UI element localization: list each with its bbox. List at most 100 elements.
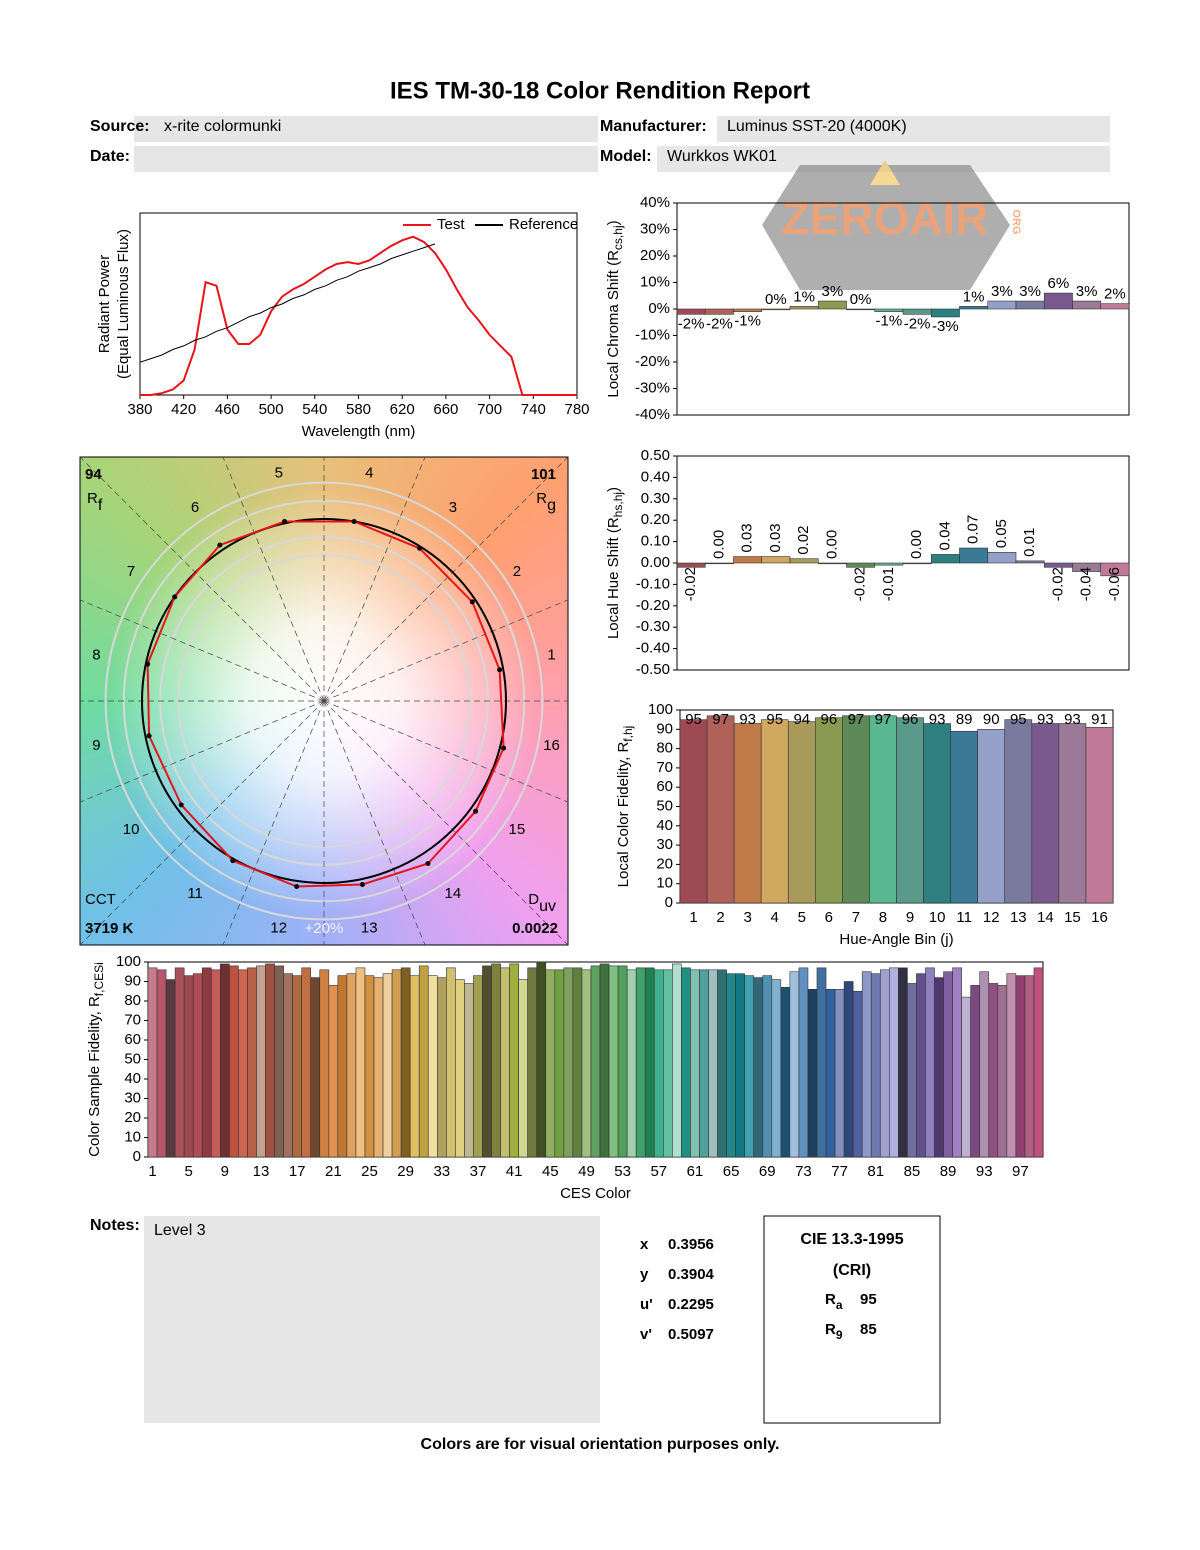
index-symbol-sub: g	[547, 497, 556, 514]
value-label: -2%	[678, 315, 705, 332]
value-label: -0.04	[1078, 567, 1095, 601]
value-label: 0%	[850, 291, 872, 308]
bar	[789, 306, 819, 310]
bar	[879, 969, 890, 1158]
bar	[762, 975, 773, 1158]
watermark-text: ZEROAIR	[782, 192, 989, 244]
bin-label: 15	[509, 821, 526, 838]
bin-label: 10	[123, 821, 140, 838]
value-label: 95	[766, 711, 783, 728]
vector-graphic	[80, 457, 568, 945]
y-tick-label: 90	[124, 972, 141, 989]
test-point	[351, 519, 357, 525]
y-tick-label: 0	[665, 894, 673, 911]
bar	[554, 969, 565, 1158]
x-tick-label: 85	[904, 1163, 921, 1180]
bar	[952, 967, 962, 1158]
value-label: -0.02	[852, 567, 869, 601]
plot-frame	[139, 212, 578, 396]
bar	[676, 562, 706, 568]
bin-label: 12	[270, 920, 287, 937]
y-axis-label: Radiant Power	[96, 255, 113, 353]
bar	[761, 308, 791, 311]
x-tick-label: 17	[289, 1163, 306, 1180]
y-tick-label: 80	[656, 740, 673, 757]
bar	[644, 967, 655, 1158]
chromaticity-label: v'	[640, 1326, 652, 1343]
bin-label: 4	[365, 464, 373, 481]
x-tick-label: 7	[852, 909, 860, 926]
test-point	[497, 667, 503, 673]
bar	[787, 721, 816, 904]
field-label: Source:	[90, 118, 150, 135]
value-label: 1%	[793, 288, 815, 305]
bin-edge	[323, 700, 568, 803]
bar	[704, 308, 734, 315]
bar	[265, 963, 275, 1158]
bar	[961, 996, 971, 1158]
bar	[771, 979, 782, 1158]
watermark	[762, 160, 1010, 290]
chromaticity-value: 0.3904	[668, 1266, 715, 1283]
watermark-icon	[870, 160, 900, 185]
bar	[717, 969, 727, 1158]
test-point	[425, 861, 431, 867]
test-point	[178, 802, 184, 808]
reference-circle	[141, 518, 507, 884]
bar	[930, 554, 960, 564]
bar	[1043, 562, 1073, 568]
x-tick-label: 740	[521, 401, 546, 418]
y-tick-label: 10	[124, 1128, 141, 1145]
value-label: 0.07	[965, 515, 982, 544]
bar	[545, 969, 556, 1158]
x-tick-label: 13	[1010, 909, 1027, 926]
bin-label: 14	[445, 885, 462, 902]
bar	[817, 300, 847, 310]
chromaticity-label: u'	[640, 1296, 653, 1313]
test-point	[146, 733, 152, 739]
bar	[843, 981, 854, 1158]
x-tick-label: 53	[614, 1163, 631, 1180]
bar	[902, 562, 932, 565]
y-axis-label-part: )	[605, 487, 622, 492]
field-label: Date:	[90, 148, 130, 165]
bar	[970, 985, 981, 1158]
x-tick-label: 3	[743, 909, 751, 926]
bar	[916, 973, 926, 1158]
x-tick-label: 10	[929, 909, 946, 926]
bar	[1100, 303, 1130, 310]
bar	[509, 963, 519, 1158]
bar	[409, 975, 420, 1158]
bar	[706, 715, 735, 904]
bar	[760, 719, 789, 904]
y-axis-label-sub: f,hj	[621, 726, 635, 742]
index-symbol-main: R	[536, 490, 547, 507]
bar	[930, 308, 960, 318]
y-tick-label: 40	[656, 817, 673, 834]
bin-edge	[323, 700, 568, 945]
bar	[988, 983, 999, 1158]
bar	[704, 562, 734, 565]
bar	[473, 975, 483, 1158]
x-tick-label: 580	[346, 401, 371, 418]
bar	[744, 975, 755, 1158]
y-tick-label: -10%	[635, 326, 670, 343]
chromaticity-label: y	[640, 1266, 649, 1283]
chromaticity-value: 0.3956	[668, 1236, 714, 1253]
notes-text: Level 3	[154, 1222, 206, 1239]
bar	[626, 969, 637, 1158]
x-tick-label: 16	[1091, 909, 1108, 926]
watermark-sub: ORG	[1010, 209, 1022, 234]
value-label: -2%	[904, 315, 931, 332]
bar	[950, 730, 978, 904]
bar	[889, 967, 899, 1158]
bar	[310, 977, 321, 1158]
value-label: 3%	[1019, 283, 1041, 300]
x-tick-label: 700	[477, 401, 502, 418]
y-axis-label: Color Sample Fidelity, Rf,CESi	[86, 962, 106, 1157]
bar	[798, 967, 809, 1158]
y-tick-label: 70	[656, 759, 673, 776]
bar	[436, 977, 447, 1158]
bar	[536, 961, 547, 1158]
bar	[256, 965, 266, 1158]
